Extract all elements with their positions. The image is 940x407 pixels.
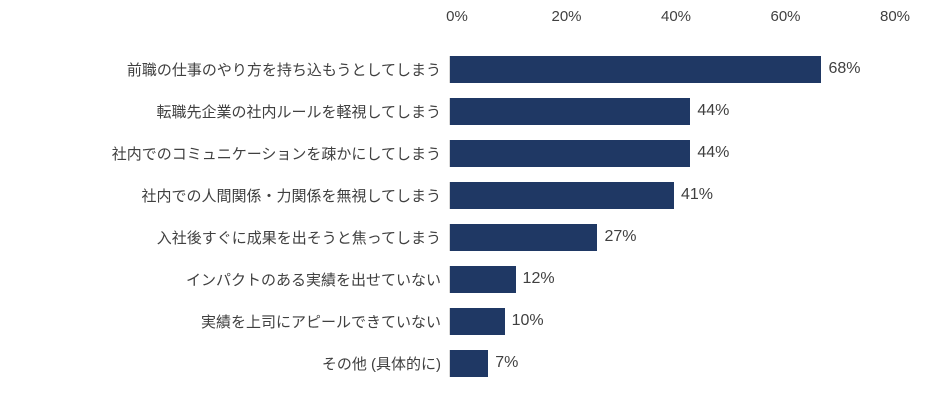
bar-track: 44%	[449, 139, 887, 167]
value-label: 27%	[604, 228, 637, 245]
bar-track: 27%	[449, 223, 887, 251]
chart-row: 前職の仕事のやり方を持ち込もうとしてしまう 68%	[0, 48, 940, 90]
category-label: 実績を上司にアピールできていない	[200, 313, 441, 331]
bar-track: 10%	[449, 307, 887, 335]
value-label: 41%	[680, 186, 713, 203]
value-label: 10%	[511, 312, 544, 329]
bar	[450, 139, 691, 167]
chart-row: インパクトのある実績を出せていない 12%	[0, 258, 940, 300]
bar-track: 68%	[449, 55, 887, 83]
category-label: 社内での人間関係・力関係を無視してしまう	[141, 187, 441, 205]
bar-track: 41%	[449, 181, 887, 209]
axis-tick-label: 80%	[879, 8, 911, 25]
chart-row: 入社後すぐに成果を出そうと焦ってしまう 27%	[0, 216, 940, 258]
chart-row: 社内での人間関係・力関係を無視してしまう 41%	[0, 174, 940, 216]
chart-row: 社内でのコミュニケーションを疎かにしてしまう 44%	[0, 132, 940, 174]
category-label: 入社後すぐに成果を出そうと焦ってしまう	[156, 229, 441, 247]
category-label: 社内でのコミュニケーションを疎かにしてしまう	[111, 145, 441, 163]
bar-track: 44%	[449, 97, 887, 125]
chart-row: 実績を上司にアピールできていない 10%	[0, 300, 940, 342]
bar	[450, 55, 822, 83]
bar	[450, 307, 505, 335]
value-label: 68%	[828, 60, 861, 77]
axis-tick-label: 60%	[770, 8, 801, 25]
bar-track: 7%	[449, 349, 887, 377]
category-label: 転職先企業の社内ルールを軽視してしまう	[156, 103, 441, 121]
category-label: その他 (具体的に)	[321, 355, 441, 373]
chart-row: その他 (具体的に) 7%	[0, 342, 940, 384]
axis-tick-label: 20%	[551, 8, 582, 25]
chart-row: 転職先企業の社内ルールを軽視してしまう 44%	[0, 90, 940, 132]
axis-tick-label: 0%	[446, 8, 468, 25]
bar	[450, 349, 489, 377]
x-axis: 0% 20% 40% 60% 80%	[446, 8, 910, 32]
value-label: 44%	[697, 102, 730, 119]
category-label: インパクトのある実績を出せていない	[185, 271, 441, 289]
value-label: 12%	[522, 270, 555, 287]
bar-track: 12%	[449, 265, 887, 293]
bar	[450, 181, 674, 209]
axis-tick-label: 40%	[660, 8, 692, 25]
value-label: 7%	[495, 354, 519, 371]
category-label: 前職の仕事のやり方を持ち込もうとしてしまう	[126, 61, 441, 79]
bar	[450, 97, 691, 125]
value-label: 44%	[697, 144, 730, 161]
chart-rows: 前職の仕事のやり方を持ち込もうとしてしまう 68% 転職先企業の社内ルールを軽視して…	[0, 48, 940, 384]
bar	[450, 223, 598, 251]
bar	[450, 265, 516, 293]
